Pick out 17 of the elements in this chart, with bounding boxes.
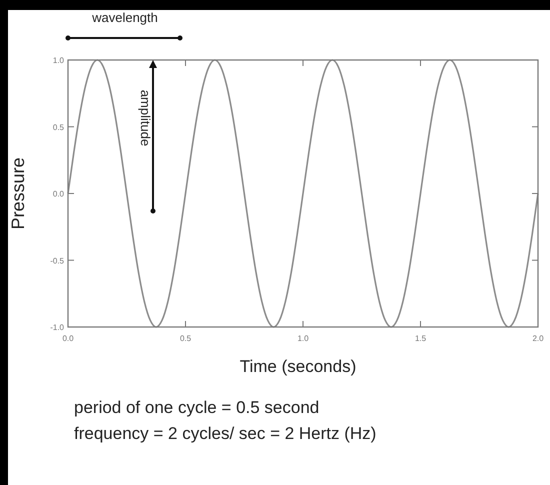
x-tick-label: 0.0 [62, 334, 74, 343]
y-tick-label: 0.0 [52, 190, 65, 198]
text: period of one cycle = 0.5 second [74, 398, 320, 417]
y-tick-label: 1.0 [52, 56, 65, 65]
line-series [67, 59, 539, 328]
x-tick-label: 1.5 [414, 334, 427, 343]
y-tick-label: 0.5 [52, 122, 65, 132]
y-axis-title: Pressure [8, 157, 28, 230]
x-tick-label: 2.0 [532, 334, 544, 343]
x-axis-title: Time (seconds) [240, 357, 356, 376]
text: frequency = 2 cycles/ sec = 2 Hertz (Hz) [74, 424, 376, 443]
y-tick-label: -1.0 [50, 323, 65, 332]
x-tick-label: 1.0 [297, 334, 310, 343]
x-tick-label: 0.5 [180, 334, 192, 343]
annotation: amplitude [138, 90, 153, 146]
y-tick-label: -0.5 [50, 256, 65, 266]
text: wavelength [91, 10, 158, 25]
